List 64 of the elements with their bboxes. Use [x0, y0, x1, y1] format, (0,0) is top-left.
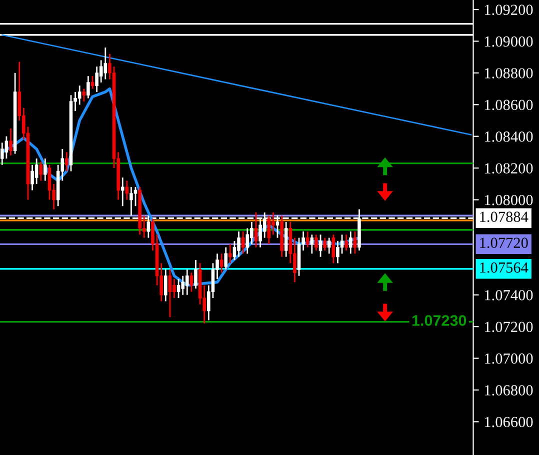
candlestick [78, 84, 82, 106]
candlestick [228, 243, 232, 264]
candlestick [125, 180, 129, 200]
ref-line-label: 1.07720 [480, 238, 528, 248]
candlestick [168, 268, 172, 318]
candlestick [90, 75, 94, 90]
candlestick [232, 240, 236, 261]
candlestick [306, 230, 310, 248]
candlestick [172, 278, 176, 299]
candlestick [237, 230, 240, 258]
candlestick [327, 237, 331, 254]
y-tick-label: 1.08800 [485, 68, 533, 78]
candlestick [95, 66, 98, 93]
candlestick [246, 228, 250, 254]
y-tick-label: 1.08200 [485, 163, 533, 174]
y-tick-label: 1.08400 [485, 131, 533, 142]
candlestick [284, 221, 288, 258]
candlestick [86, 75, 90, 99]
candlestick [65, 152, 68, 172]
candlestick [348, 230, 352, 254]
ref-line-label: 1.07884 [480, 212, 528, 222]
y-tick-label: 1.06800 [485, 385, 533, 396]
y-tick-label: 1.07400 [485, 290, 533, 300]
candlestick [220, 252, 224, 274]
candlestick [0, 142, 4, 166]
y-tick-label: 1.07000 [485, 353, 533, 364]
candlestick [224, 246, 228, 270]
candlestick [39, 161, 43, 182]
candlestick [344, 234, 348, 252]
candlestick [44, 158, 47, 182]
candlestick [176, 278, 180, 299]
candlestick [267, 214, 271, 245]
candlestick [310, 234, 314, 254]
candlestick [104, 46, 108, 80]
candlestick [134, 186, 138, 207]
candlestick [48, 164, 52, 200]
candlestick [164, 268, 168, 302]
ref-line-label: 1.07230 [412, 315, 466, 326]
y-tick-label: 1.06600 [485, 416, 533, 428]
candlestick [99, 60, 103, 84]
y-tick-label: 1.07200 [485, 322, 533, 332]
candlestick [323, 237, 326, 252]
candlestick [82, 88, 86, 102]
candlestick [318, 234, 322, 258]
candlestick [194, 259, 198, 290]
candlestick [241, 230, 245, 254]
candlestick [130, 186, 133, 216]
candlestick [353, 230, 357, 254]
candlestick [34, 158, 38, 185]
candlestick [120, 176, 124, 207]
ref-line-label: 1.07564 [480, 262, 528, 273]
candlestick [314, 234, 318, 252]
candlestick [340, 234, 344, 254]
y-tick-label: 1.08000 [485, 194, 533, 206]
candlestick [4, 136, 8, 160]
y-tick-label: 1.08600 [485, 100, 533, 110]
candlestick [9, 128, 12, 156]
y-tick-label: 1.09000 [485, 36, 533, 47]
candlestick [190, 272, 194, 292]
y-tick-label: 1.09200 [485, 4, 533, 16]
candlestick [254, 212, 258, 248]
candlestick [336, 240, 340, 264]
candlestick [30, 164, 34, 191]
candlestick [332, 234, 336, 264]
